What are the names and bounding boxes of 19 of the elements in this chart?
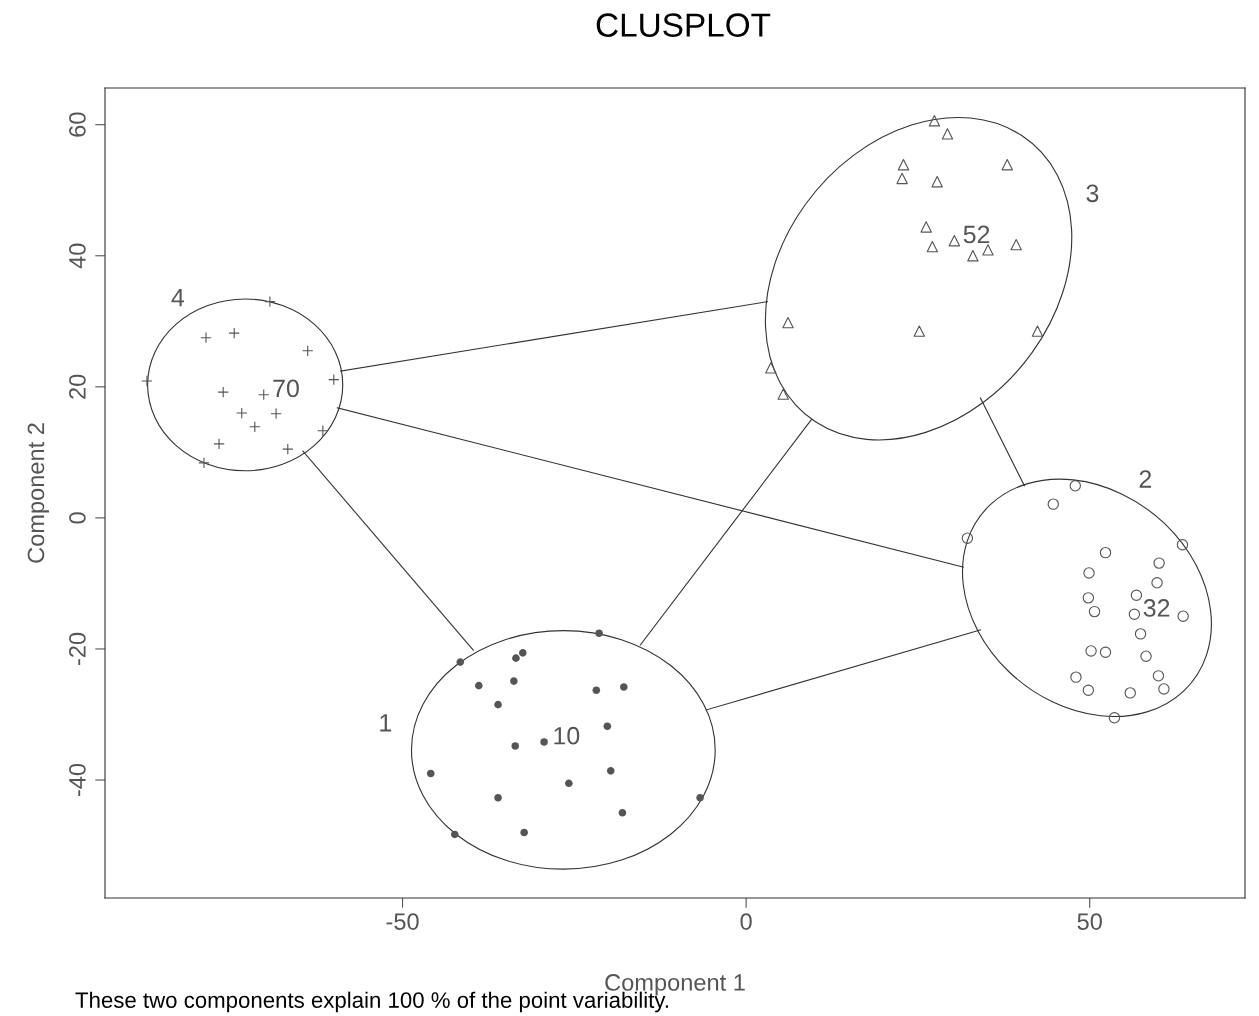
y-tick-label: 40 [69, 243, 86, 269]
annotation: 2 [1139, 470, 1152, 488]
annotation: 52 [963, 225, 990, 244]
y-tick-label: -20 [69, 632, 86, 665]
annotation: 1 [380, 714, 392, 732]
y-tick-label: -40 [69, 763, 86, 797]
x-tick-label: 0 [740, 913, 752, 930]
annotation: 4 [171, 288, 185, 307]
y-tick-label: 60 [69, 112, 86, 137]
y-axis-title: Component 2 [27, 423, 49, 563]
y-tick-label: 20 [69, 374, 86, 399]
y-tick-label: 0 [69, 512, 86, 524]
chart-title: CLUSPLOT [596, 13, 771, 37]
x-tick-label: 50 [1077, 913, 1102, 930]
annotation: 32 [1143, 599, 1170, 617]
x-tick-label: -50 [386, 913, 419, 930]
annotation: 3 [1086, 184, 1099, 203]
annotation: 70 [273, 379, 299, 398]
annotation: 10 [554, 726, 580, 745]
